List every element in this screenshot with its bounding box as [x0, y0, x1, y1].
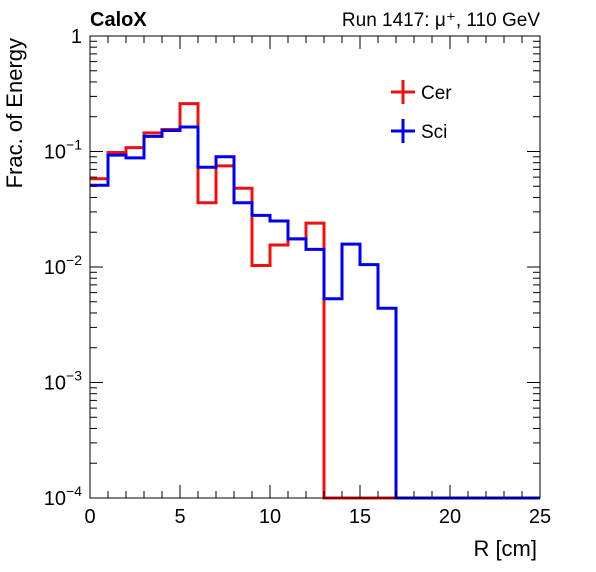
corner-left-label: CaloX: [90, 9, 147, 31]
axis-layer: 0 5 10 15 20 25 10−4 10−3 10−2 10−1 1: [44, 26, 551, 528]
series-line-sci: [90, 125, 540, 500]
x-tick-label: 25: [529, 506, 551, 528]
y-tick-label: 10−2: [44, 252, 82, 279]
y-tick-label: 10−3: [44, 368, 82, 395]
y-axis-label: Frac. of Energy: [2, 38, 27, 188]
x-tick-label: 0: [84, 506, 95, 528]
x-tick-label: 10: [259, 506, 281, 528]
legend: Cer Sci: [391, 80, 452, 143]
y-tick-label: 10−1: [44, 137, 82, 164]
series-line-cer: [90, 102, 540, 500]
x-tick-label: 5: [174, 506, 185, 528]
x-tick-label: 15: [349, 506, 371, 528]
x-tick-label: 20: [439, 506, 461, 528]
y-tick-label: 1: [71, 26, 82, 48]
series-layer: [90, 102, 540, 500]
x-axis-label: R [cm]: [473, 536, 537, 561]
plot-frame: [89, 35, 541, 499]
legend-entry-sci: Sci: [391, 119, 447, 143]
corner-right-label: Run 1417: μ⁺, 110 GeV: [342, 10, 540, 31]
legend-label: Sci: [421, 122, 447, 143]
legend-entry-cer: Cer: [391, 80, 452, 104]
y-tick-label: 10−4: [44, 483, 82, 510]
legend-label: Cer: [421, 83, 452, 104]
